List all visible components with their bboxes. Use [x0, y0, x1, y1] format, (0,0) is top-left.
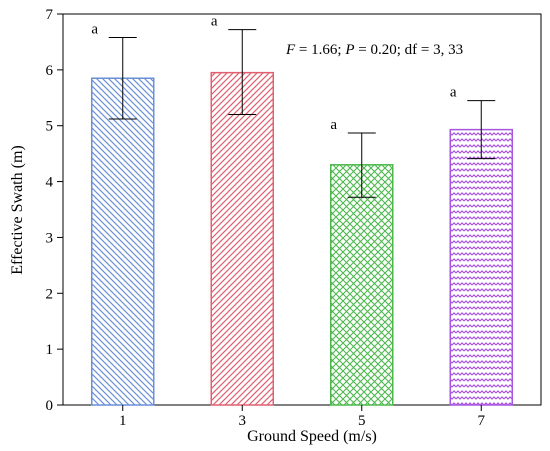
- significance-letter-7: a: [450, 85, 457, 101]
- y-tick-label: 2: [46, 286, 54, 302]
- significance-letter-1: a: [91, 21, 98, 37]
- y-tick-label: 7: [46, 7, 54, 23]
- significance-letters: a a a a: [91, 14, 457, 133]
- y-axis: 0 1 2 3 4 5 6 7: [46, 7, 63, 414]
- y-axis-label: Effective Swath (m): [9, 145, 26, 274]
- bar-7: [449, 128, 513, 406]
- y-tick-label: 6: [46, 63, 54, 79]
- f-symbol: F: [285, 42, 296, 58]
- significance-letter-3: a: [211, 14, 218, 30]
- x-axis-label: Ground Speed (m/s): [247, 428, 377, 445]
- error-bars: [108, 29, 496, 198]
- x-tick-label: 7: [478, 413, 486, 429]
- y-tick-label: 1: [46, 342, 54, 358]
- p-value: = 0.20; df = 3, 33: [354, 42, 463, 58]
- x-tick-label: 1: [119, 413, 127, 429]
- bar-3: [210, 71, 274, 406]
- bars: [91, 71, 513, 406]
- bar-1: [91, 77, 155, 406]
- x-tick-label: 3: [239, 413, 247, 429]
- f-value: = 1.66;: [295, 42, 345, 58]
- stat-annotation: F = 1.66; P = 0.20; df = 3, 33: [285, 42, 463, 58]
- significance-letter-5: a: [330, 117, 337, 133]
- y-tick-label: 4: [46, 175, 54, 191]
- p-symbol: P: [344, 42, 354, 58]
- bar-5: [330, 164, 394, 406]
- y-tick-label: 3: [46, 230, 54, 246]
- y-tick-label: 0: [46, 398, 54, 414]
- x-tick-label: 5: [358, 413, 366, 429]
- plot-frame: [62, 13, 542, 406]
- x-axis: 1 3 5 7: [119, 405, 486, 429]
- y-tick-label: 5: [46, 119, 54, 135]
- plot-area: [62, 13, 542, 406]
